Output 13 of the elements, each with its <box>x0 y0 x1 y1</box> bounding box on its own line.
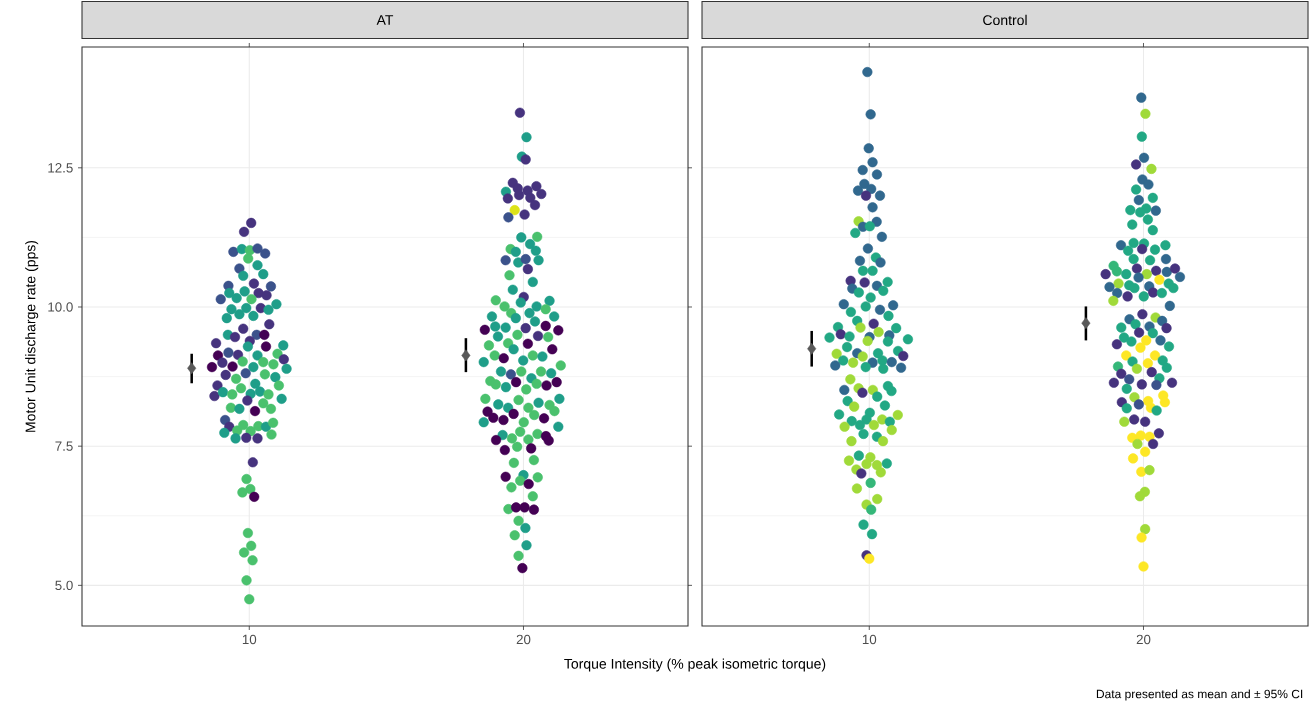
x-tick-label: 10 <box>242 634 257 645</box>
y-tick-label: 7.5 <box>55 441 73 451</box>
x-axis-title: Torque Intensity (% peak isometric torque) <box>564 658 826 672</box>
y-axis-title: Motor Unit discharge rate (pps) <box>25 240 39 432</box>
x-tick-label: 20 <box>516 634 531 645</box>
x-tick-label: 20 <box>1136 634 1151 645</box>
text: Data presented as mean and ± 95% CI <box>1096 689 1303 701</box>
y-tick-label: 10.0 <box>48 302 73 312</box>
y-tick-label: 12.5 <box>48 163 73 173</box>
chart-title: AT <box>376 15 394 25</box>
x-tick-label: 10 <box>862 634 877 645</box>
chart-title: Control <box>983 14 1027 26</box>
y-tick-label: 5.0 <box>55 580 73 591</box>
